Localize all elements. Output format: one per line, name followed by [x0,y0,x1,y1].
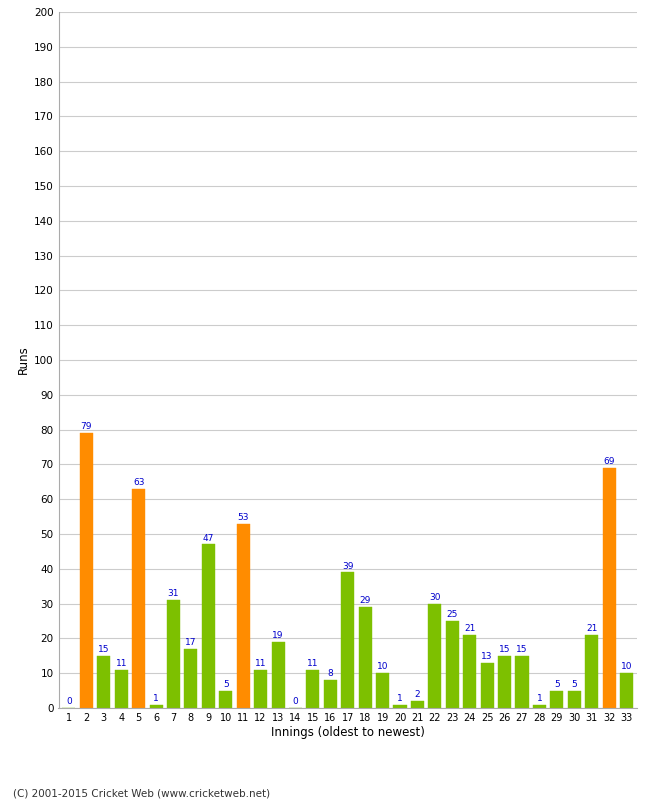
Text: 1: 1 [397,694,403,702]
Text: 17: 17 [185,638,197,647]
Text: 25: 25 [447,610,458,619]
Bar [567,690,581,708]
Bar [80,433,93,708]
Text: 15: 15 [499,645,510,654]
Text: 5: 5 [554,680,560,689]
Text: 2: 2 [415,690,421,699]
Bar [237,523,250,708]
Bar [306,670,319,708]
Bar [480,662,494,708]
Text: 21: 21 [586,624,597,633]
Text: 79: 79 [81,422,92,431]
Text: 11: 11 [116,659,127,668]
Text: 31: 31 [168,590,179,598]
X-axis label: Innings (oldest to newest): Innings (oldest to newest) [271,726,424,738]
Bar [254,670,267,708]
Bar [428,603,441,708]
Text: 53: 53 [237,513,249,522]
Text: 30: 30 [429,593,441,602]
Bar [167,600,180,708]
Text: 29: 29 [359,596,371,606]
Text: 15: 15 [98,645,110,654]
Text: 5: 5 [571,680,577,689]
Text: (C) 2001-2015 Cricket Web (www.cricketweb.net): (C) 2001-2015 Cricket Web (www.cricketwe… [13,788,270,798]
Bar [219,690,232,708]
Text: 21: 21 [464,624,475,633]
Bar [463,635,476,708]
Bar [202,545,215,708]
Text: 39: 39 [342,562,354,570]
Text: 47: 47 [203,534,214,542]
Text: 11: 11 [255,659,266,668]
Bar [341,572,354,708]
Text: 1: 1 [153,694,159,702]
Bar [150,705,162,708]
Bar [585,635,598,708]
Text: 63: 63 [133,478,144,487]
Bar [376,674,389,708]
Bar [132,489,145,708]
Y-axis label: Runs: Runs [17,346,30,374]
Text: 0: 0 [66,698,72,706]
Text: 10: 10 [621,662,632,671]
Text: 5: 5 [223,680,229,689]
Text: 69: 69 [603,457,615,466]
Bar [533,705,546,708]
Bar [620,674,633,708]
Bar [114,670,128,708]
Bar [324,680,337,708]
Text: 8: 8 [328,670,333,678]
Bar [359,607,372,708]
Bar [411,701,424,708]
Bar [603,468,616,708]
Bar [185,649,198,708]
Text: 11: 11 [307,659,318,668]
Bar [515,656,528,708]
Text: 1: 1 [536,694,542,702]
Bar [98,656,111,708]
Text: 13: 13 [482,652,493,661]
Bar [446,621,459,708]
Bar [393,705,406,708]
Text: 10: 10 [377,662,388,671]
Bar [551,690,564,708]
Text: 0: 0 [292,698,298,706]
Bar [272,642,285,708]
Bar [498,656,511,708]
Text: 15: 15 [516,645,528,654]
Text: 19: 19 [272,631,284,640]
